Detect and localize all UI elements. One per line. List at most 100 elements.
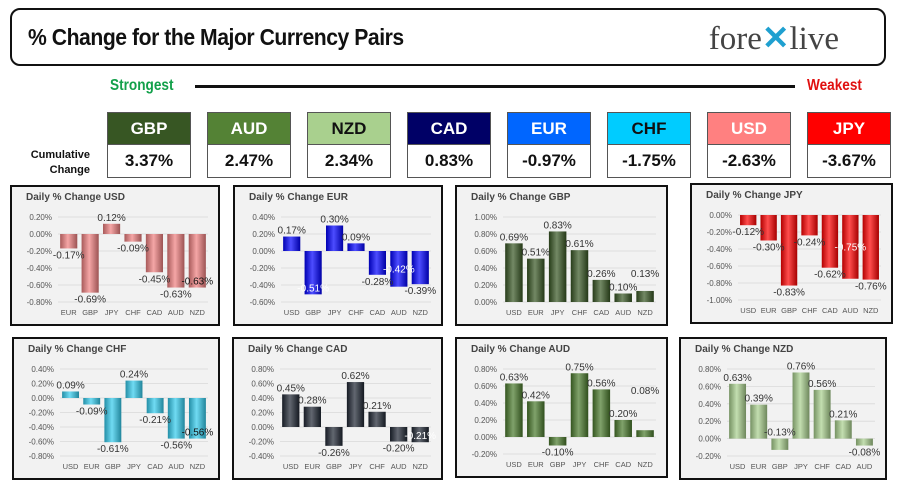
bar-gbp — [81, 234, 99, 293]
currency-card-usd: USD -2.63% — [707, 112, 791, 178]
bar-chf — [368, 411, 386, 427]
y-tick-label: 0.20% — [31, 380, 54, 389]
x-tick-label: AUD — [168, 308, 184, 317]
bar-chf — [813, 389, 831, 439]
bar-cad — [592, 279, 611, 302]
currency-name: USD — [707, 112, 791, 145]
bar-chart: -0.40% -0.20% 0.00% 0.20% 0.40% 0.60% 0.80% USD… — [249, 365, 437, 471]
bar-eur — [527, 401, 545, 437]
bar-aud — [390, 251, 408, 287]
data-label: 0.09% — [56, 380, 84, 391]
data-label: -0.83% — [773, 288, 805, 299]
data-label: 0.76% — [787, 361, 815, 372]
x-tick-label: AUD — [857, 462, 873, 471]
y-tick-label: 0.80% — [251, 365, 274, 374]
data-label: -0.12% — [732, 227, 764, 238]
bar-eur — [527, 258, 545, 302]
data-label: 0.20% — [609, 409, 637, 420]
x-tick-label: EUR — [751, 462, 767, 471]
y-tick-label: -0.20% — [250, 264, 275, 273]
data-label: 0.24% — [120, 370, 148, 381]
data-label: -0.08% — [849, 448, 881, 459]
y-tick-label: 1.00% — [474, 213, 497, 222]
bar-jpy — [548, 231, 567, 302]
y-tick-label: -0.40% — [249, 452, 274, 461]
x-tick-label: USD — [63, 462, 79, 471]
data-label: -0.09% — [117, 244, 149, 255]
y-tick-label: 0.60% — [474, 247, 497, 256]
data-label: 0.08% — [631, 386, 659, 397]
data-label: -0.56% — [182, 428, 214, 439]
y-tick-label: 0.80% — [474, 365, 497, 374]
data-label: 0.30% — [320, 215, 348, 226]
data-label: -0.51% — [297, 283, 329, 294]
data-label: 0.17% — [278, 226, 306, 237]
bar-jpy — [125, 380, 143, 398]
x-tick-label: NZD — [413, 462, 429, 471]
y-tick-label: 0.00% — [474, 433, 497, 442]
y-tick-label: 0.40% — [698, 400, 721, 409]
bar-chart: -0.20% 0.00% 0.20% 0.40% 0.60% 0.80% USD EUR GBP… — [472, 362, 660, 469]
y-tick-label: -0.40% — [707, 245, 732, 254]
x-tick-label: CAD — [835, 462, 851, 471]
y-tick-label: 0.00% — [709, 211, 732, 220]
data-label: -0.09% — [76, 407, 108, 418]
chart-title: Daily % Change NZD — [695, 344, 794, 355]
bar-usd — [740, 215, 757, 226]
data-label: 0.39% — [745, 394, 773, 405]
chart-cad: -0.40% -0.20% 0.00% 0.20% 0.40% 0.60% 0.80% USD… — [232, 337, 443, 480]
strongest-label: Strongest — [110, 77, 174, 94]
y-tick-label: -0.60% — [250, 298, 275, 307]
y-tick-label: 0.00% — [474, 298, 497, 307]
y-tick-label: -0.20% — [27, 247, 52, 256]
chart-gbp: 0.00% 0.20% 0.40% 0.60% 0.80% 1.00% USD EUR JPY C… — [455, 185, 668, 326]
bar-usd — [505, 243, 523, 302]
bar-gbp — [325, 427, 343, 446]
bar-nzd — [862, 215, 879, 280]
bar-chart: -0.60% -0.40% -0.20% 0.00% 0.20% 0.40% USD GBP J… — [250, 213, 437, 317]
x-tick-label: NZD — [863, 306, 879, 315]
x-tick-label: AUD — [168, 462, 184, 471]
x-tick-label: JPY — [794, 462, 808, 471]
bar-cad — [821, 215, 839, 268]
data-label: -0.24% — [794, 237, 826, 248]
y-tick-label: 0.40% — [252, 213, 275, 222]
data-label: 0.21% — [829, 409, 857, 420]
bar-chart: -0.80% -0.60% -0.40% -0.20% 0.00% 0.20% 0.40% U… — [29, 365, 214, 471]
data-label: 0.45% — [277, 383, 305, 394]
x-tick-label: EUR — [528, 460, 544, 469]
data-label: -0.30% — [753, 243, 785, 254]
data-label: 0.13% — [631, 269, 659, 280]
bar-aud — [167, 398, 185, 439]
currency-name: EUR — [507, 112, 591, 145]
bar-cad — [368, 251, 386, 275]
x-tick-label: GBP — [772, 462, 788, 471]
data-label: 0.56% — [587, 378, 615, 389]
data-label: 0.75% — [565, 362, 593, 373]
bar-eur — [303, 406, 321, 427]
data-label: 0.28% — [298, 396, 326, 407]
bar-gbp — [304, 251, 322, 295]
bar-aud — [167, 234, 185, 288]
x-tick-label: JPY — [105, 308, 119, 317]
y-tick-label: 0.00% — [29, 230, 52, 239]
chart-title: Daily % Change CHF — [28, 344, 127, 355]
x-tick-label: CHF — [594, 460, 610, 469]
chart-title: Daily % Change CAD — [248, 344, 348, 355]
bar-cad — [834, 420, 852, 439]
data-label: -0.13% — [764, 428, 796, 439]
bar-chart: -0.80% -0.60% -0.40% -0.20% 0.00% 0.20% EUR GBP… — [27, 213, 214, 317]
title-banner: % Change for the Major Currency Pairs fo… — [10, 8, 886, 66]
x-tick-label: USD — [506, 460, 522, 469]
bar-chf — [347, 243, 365, 251]
data-label: -0.28% — [362, 277, 394, 288]
y-tick-label: 0.00% — [252, 247, 275, 256]
y-tick-label: 0.20% — [29, 213, 52, 222]
bar-chf — [592, 389, 611, 437]
bar-usd — [282, 394, 300, 427]
data-label: 0.12% — [97, 213, 125, 224]
data-label: 0.42% — [522, 390, 550, 401]
y-tick-label: 0.00% — [31, 394, 54, 403]
x-tick-label: CHF — [369, 462, 385, 471]
y-tick-label: 0.60% — [698, 382, 721, 391]
